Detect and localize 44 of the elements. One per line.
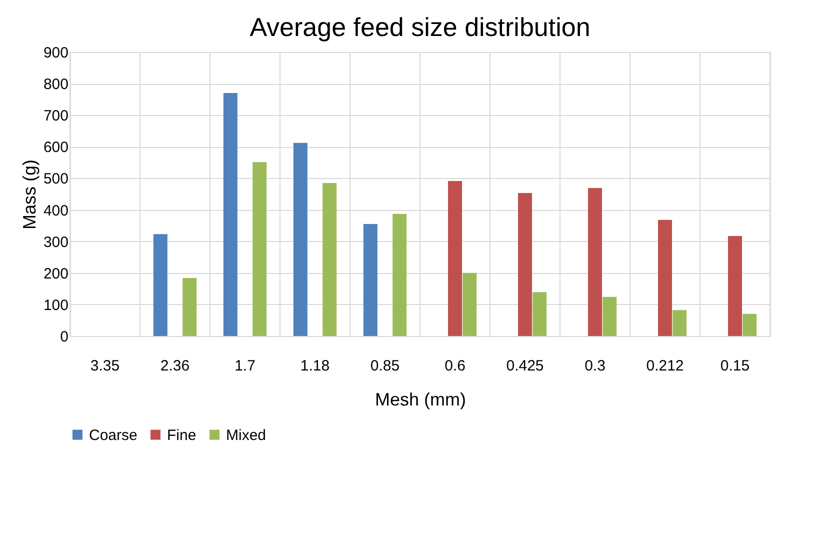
bar: [672, 310, 687, 336]
y-tick-label: 300: [43, 234, 68, 251]
chart-title: Average feed size distribution: [250, 12, 590, 42]
y-tick-label: 0: [60, 328, 68, 346]
bar: [392, 214, 407, 336]
bar: [322, 182, 337, 336]
x-tick-label: 0.6: [444, 358, 466, 374]
legend-label: Coarse: [89, 426, 138, 444]
x-tick-label: 0.425: [506, 358, 544, 374]
y-tick-label: 500: [43, 170, 68, 188]
bar: [588, 188, 602, 336]
x-tick-label: 0.15: [720, 358, 750, 374]
bar: [363, 224, 378, 336]
x-tick-label: 0.212: [646, 358, 684, 374]
bar: [658, 220, 672, 336]
bar: [742, 314, 757, 336]
x-tick-label: 2.36: [160, 358, 190, 374]
bar: [153, 234, 168, 336]
bar: [182, 278, 197, 336]
x-tick-label: 1.18: [300, 358, 330, 374]
x-tick-label: 1.7: [234, 358, 256, 374]
x-tick-label: 0.85: [370, 358, 400, 374]
bar: [728, 236, 742, 336]
y-tick-label: 800: [43, 76, 68, 94]
bar: [532, 292, 547, 336]
x-axis-title: Mesh (mm): [375, 390, 466, 410]
y-tick-label: 600: [43, 139, 68, 156]
y-tick-label: 200: [43, 265, 68, 282]
y-tick-label: 400: [43, 202, 68, 220]
y-tick-label: 700: [43, 108, 68, 125]
y-axis-title: Mass (g): [19, 159, 40, 230]
y-tick-label: 100: [43, 296, 68, 314]
legend-label: Fine: [167, 426, 196, 444]
bar: [602, 296, 617, 336]
legend-label: Mixed: [226, 426, 266, 444]
x-tick-label: 3.35: [90, 358, 120, 374]
x-tick-label: 0.3: [584, 358, 606, 374]
bar: [462, 272, 477, 336]
bar: [518, 193, 532, 336]
y-tick-label: 900: [43, 44, 68, 62]
bar: [293, 142, 308, 336]
bar: [223, 93, 238, 336]
bar: [448, 181, 462, 336]
bar: [252, 162, 267, 336]
